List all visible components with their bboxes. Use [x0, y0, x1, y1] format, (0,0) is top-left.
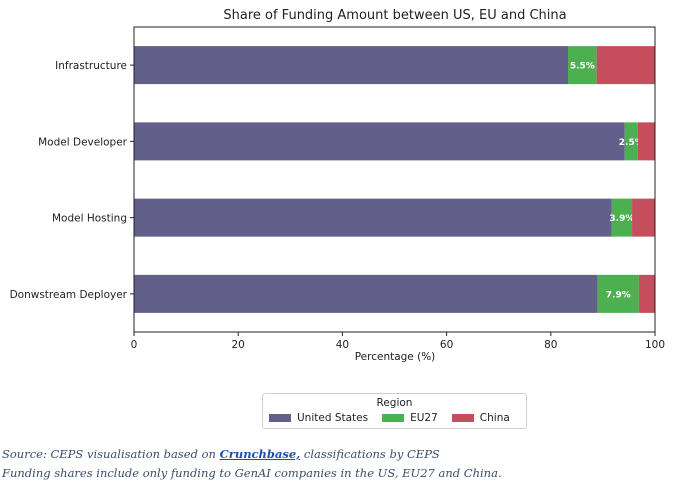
y-tick-label-model-developer: Model Developer: [38, 136, 128, 148]
source-suffix: classifications by CEPS: [300, 447, 440, 461]
legend-item-china: China: [451, 412, 510, 424]
bar-model-developer-united-states: [134, 122, 625, 161]
x-tick-label-40: 40: [336, 339, 349, 351]
legend: Region United States EU27 China: [262, 393, 527, 429]
y-tick-label-infrastructure: Infrastructure: [55, 60, 127, 72]
chart-title: Share of Funding Amount between US, EU a…: [223, 8, 566, 23]
data-label-model-hosting: 3.9%: [609, 214, 634, 224]
legend-items: United States EU27 China: [269, 412, 520, 424]
bar-model-hosting-eu27: [611, 198, 633, 237]
bar-model-hosting-united-states: [134, 198, 612, 237]
source-note: Source: CEPS visualisation based on Crun…: [2, 447, 440, 461]
legend-swatch: [382, 414, 405, 422]
data-label-donwstream-deployer: 7.9%: [606, 290, 631, 300]
bar-donwstream-deployer-united-states: [134, 274, 598, 313]
source-prefix: Source: CEPS visualisation based on: [2, 447, 220, 461]
bars-group: 5.5% 2.5% 3.9% 7.9%: [134, 46, 655, 313]
bar-donwstream-deployer-eu27: [597, 274, 639, 313]
bar-model-hosting-china: [632, 198, 655, 237]
x-tick-label-60: 60: [440, 339, 453, 351]
x-tick-label-80: 80: [544, 339, 557, 351]
data-label-model-developer: 2.5%: [619, 138, 644, 148]
x-axis-label: Percentage (%): [355, 351, 436, 363]
x-tick-label-0: 0: [131, 339, 138, 351]
y-tick-label-model-hosting: Model Hosting: [52, 213, 127, 225]
x-tick-label-20: 20: [232, 339, 245, 351]
legend-label: United States: [297, 412, 369, 424]
legend-label: EU27: [410, 412, 438, 424]
crunchbase-link[interactable]: Crunchbase,: [219, 447, 301, 461]
legend-title: Region: [376, 397, 413, 409]
x-ticks: 0 20 40 60 80 100: [131, 332, 665, 351]
y-tick-label-donwstream-deployer: Donwstream Deployer: [10, 289, 128, 301]
bar-infrastructure-china: [596, 46, 655, 85]
legend-label: China: [479, 412, 510, 424]
plot-frame: [133, 26, 656, 333]
bar-infrastructure-united-states: [134, 46, 568, 85]
bar-infrastructure-eu27: [567, 46, 597, 85]
x-tick-label-100: 100: [645, 339, 665, 351]
chart: Share of Funding Amount between US, EU a…: [10, 8, 665, 363]
data-label-infrastructure: 5.5%: [570, 62, 595, 72]
bar-model-developer-china: [637, 122, 655, 161]
legend-item-eu27: EU27: [382, 412, 438, 424]
bar-model-developer-eu27: [624, 122, 638, 161]
legend-swatch: [451, 414, 474, 422]
legend-item-united-states: United States: [269, 412, 368, 424]
bar-donwstream-deployer-china: [638, 274, 655, 313]
legend-swatch: [269, 414, 291, 422]
funding-note: Funding shares include only funding to G…: [2, 466, 502, 480]
y-tick-labels: Infrastructure Model Developer Model Hosti…: [10, 60, 134, 301]
